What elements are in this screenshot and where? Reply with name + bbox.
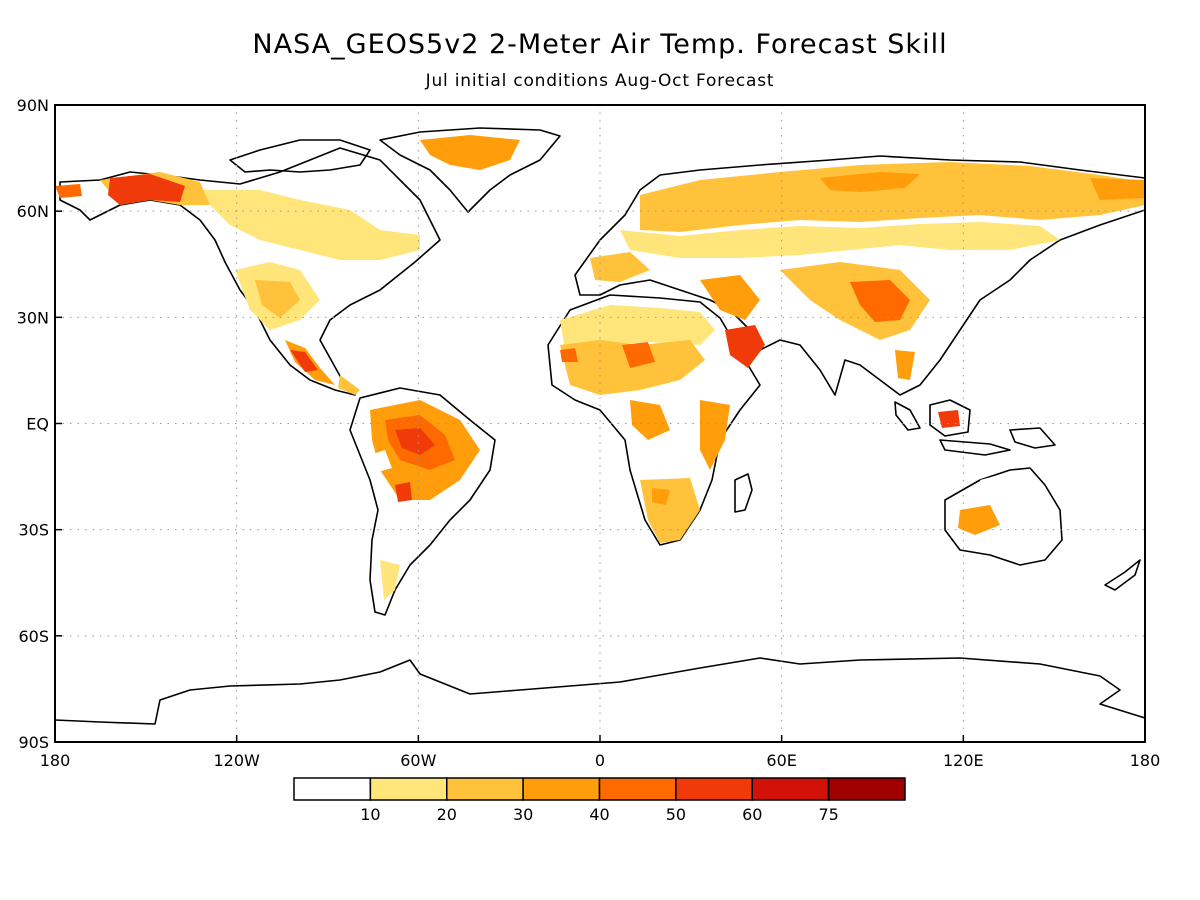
colorbar-swatch [293, 777, 372, 801]
lon-tick-label: 60E [766, 751, 796, 770]
map-plot-area [55, 127, 1145, 725]
lat-tick-label: 60S [18, 627, 49, 646]
eurasia-landmass [574, 155, 1145, 396]
lon-tick-label: 60W [400, 751, 436, 770]
greenland-landmass [379, 127, 561, 213]
new-zealand-landmass [1104, 559, 1141, 591]
madagascar-landmass [734, 473, 753, 513]
colorbar-swatch [827, 777, 906, 801]
colorbar-swatch [675, 777, 753, 801]
colorbar-level-label: 60 [742, 805, 762, 824]
north-america-landmass [55, 147, 441, 396]
maritime-continent-islands [894, 399, 1056, 456]
lat-tick-label: 30N [17, 308, 49, 327]
colorbar-level-label: 50 [666, 805, 686, 824]
lon-tick-label: 120W [213, 751, 260, 770]
colorbar-level-label: 20 [437, 805, 457, 824]
lat-tick-label: 90S [18, 733, 49, 752]
antarctica-coastline [55, 657, 1145, 725]
lat-tick-label: 60N [17, 202, 49, 221]
lat-tick-label: 30S [18, 521, 49, 540]
map-gridlines [55, 105, 1145, 742]
lat-tick-label: 90N [17, 96, 49, 115]
colorbar-level-label: 10 [360, 805, 380, 824]
lat-tick-label: EQ [26, 415, 49, 434]
colorbar-swatch [598, 777, 677, 801]
south-america-landmass [349, 387, 496, 616]
map-subtitle: Jul initial conditions Aug-Oct Forecast [425, 71, 775, 91]
colorbar-swatch [522, 777, 601, 801]
lon-tick-label: 180 [40, 751, 71, 770]
lon-tick-label: 0 [595, 751, 605, 770]
colorbar-level-label: 30 [513, 805, 533, 824]
lon-tick-label: 120E [943, 751, 984, 770]
colorbar-level-label: 75 [818, 805, 838, 824]
colorbar-swatch [446, 777, 524, 801]
colorbar-legend: 10 20 30 40 50 60 75 [293, 777, 906, 824]
map-title: NASA_GEOS5v2 2-Meter Air Temp. Forecast … [252, 29, 947, 60]
australia-landmass [944, 467, 1063, 566]
colorbar-swatch [751, 777, 830, 801]
arctic-archipelago [229, 139, 371, 173]
africa-landmass [547, 294, 761, 546]
latitude-axis: 90N 60N 30N EQ 30S 60S 90S [17, 96, 62, 752]
colorbar-level-label: 40 [589, 805, 609, 824]
lon-tick-label: 180 [1130, 751, 1161, 770]
colorbar-swatch [369, 777, 448, 801]
longitude-axis: 180 120W 60W 0 60E 120E 180 [40, 735, 1161, 770]
